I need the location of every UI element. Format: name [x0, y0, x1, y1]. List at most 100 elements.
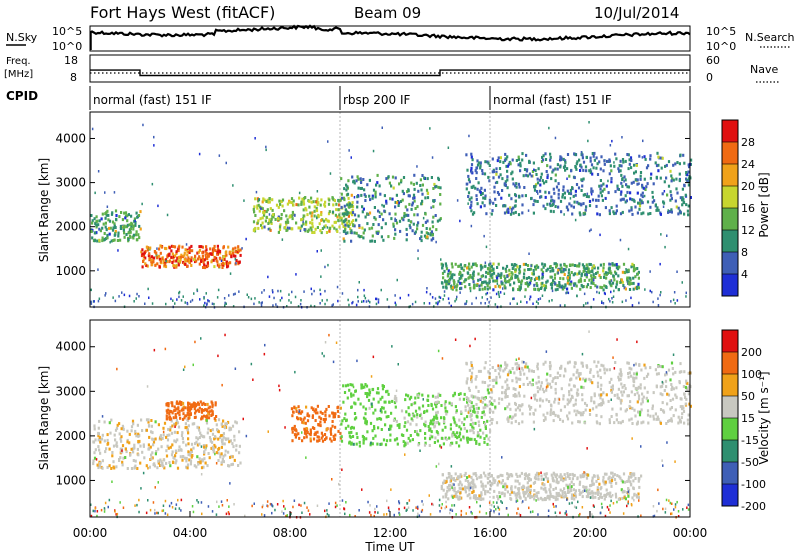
power-feature-4 — [440, 262, 640, 292]
power-feature-1 — [140, 244, 242, 270]
nsearch-tick-low: 10^0 — [706, 40, 736, 53]
power-y-label: Slant Range [km] — [37, 158, 51, 262]
cpid-segment-0: normal (fast) 151 IF — [93, 93, 212, 107]
xtick-6: 00:00 — [673, 526, 708, 540]
xtick-3: 12:00 — [373, 526, 408, 540]
nsky-tick-high: 10^5 — [52, 25, 82, 38]
velocity-data — [90, 320, 692, 519]
power-colorbar-swatch-3 — [722, 186, 738, 209]
xtick-0: 00:00 — [73, 526, 108, 540]
power-panel: 1000 2000 3000 4000 Slant Range [km] 4 8 12 16… — [37, 111, 771, 309]
velocity-ytick-2000: 2000 — [55, 429, 86, 443]
power-colorbar-swatch-6 — [722, 252, 738, 275]
velocity-colorbar-tick-2: 50 — [741, 390, 755, 403]
nsearch-label: N.Search — [745, 31, 795, 44]
power-colorbar-tick-3: 16 — [741, 202, 755, 215]
velocity-colorbar-swatch-3 — [722, 396, 738, 419]
time-x-axis: 00:00 04:00 08:00 12:00 16:00 20:00 00:00 — [73, 511, 708, 540]
cpid-strip: CPID normal (fast) 151 IF rbsp 200 IF norm… — [6, 86, 691, 110]
velocity-colorbar-tick-6: -100 — [741, 478, 766, 491]
velocity-feature-3 — [340, 383, 393, 448]
velocity-colorbar-swatch-2 — [722, 374, 738, 397]
velocity-colorbar-label: Velocity [m s⁻¹] — [757, 371, 771, 464]
time-x-label: Time UT — [364, 540, 415, 554]
power-colorbar-swatch-2 — [722, 164, 738, 187]
power-feature-0 — [90, 209, 142, 243]
xtick-2: 08:00 — [273, 526, 308, 540]
velocity-ytick-1000: 1000 — [55, 473, 86, 487]
velocity-y-label: Slant Range [km] — [37, 366, 51, 470]
velocity-feature-5 — [440, 471, 643, 502]
power-ytick-1000: 1000 — [55, 264, 86, 278]
power-colorbar-swatch-4 — [722, 208, 738, 231]
velocity-colorbar-tick-5: -50 — [741, 456, 759, 469]
xtick-5: 20:00 — [573, 526, 608, 540]
velocity-colorbar-swatch-7 — [722, 484, 738, 507]
nsky-label: N.Sky — [6, 31, 38, 44]
velocity-ytick-4000: 4000 — [55, 340, 86, 354]
station-title: Fort Hays West (fitACF) — [90, 3, 275, 22]
velocity-colorbar-swatch-5 — [722, 440, 738, 463]
power-feature-5 — [465, 151, 693, 217]
nsky-trace — [89, 24, 691, 50]
power-ytick-3000: 3000 — [55, 176, 86, 190]
power-colorbar: 4 8 12 16 20 24 28 — [721, 119, 755, 297]
velocity-colorbar-tick-1: 100 — [741, 368, 762, 381]
power-colorbar-tick-0: 4 — [741, 268, 748, 281]
velocity-feature-1 — [165, 400, 218, 421]
nsky-tick-low: 10^0 — [52, 40, 82, 53]
freq-trace — [90, 69, 690, 77]
nave-label: Nave — [750, 63, 778, 76]
nsky-line — [89, 24, 691, 42]
power-colorbar-tick-6: 28 — [741, 136, 755, 149]
power-colorbar-swatch-7 — [722, 274, 738, 297]
power-colorbar-swatch-1 — [722, 142, 738, 165]
velocity-colorbar-tick-7: -200 — [741, 500, 766, 513]
velocity-ytick-3000: 3000 — [55, 384, 86, 398]
power-colorbar-tick-1: 8 — [741, 246, 748, 259]
velocity-y-axis: 1000 2000 3000 4000 — [55, 340, 690, 487]
velocity-colorbar-tick-0: 200 — [741, 346, 762, 359]
beam-title: Beam 09 — [354, 4, 421, 22]
power-feature-2 — [252, 196, 355, 235]
power-colorbar-tick-4: 20 — [741, 180, 755, 193]
xtick-1: 04:00 — [173, 526, 208, 540]
power-ytick-4000: 4000 — [55, 131, 86, 145]
nave-tick-high: 60 — [706, 54, 720, 67]
cpid-segment-2: normal (fast) 151 IF — [493, 93, 612, 107]
power-noise — [90, 121, 687, 309]
nsearch-tick-high: 10^5 — [706, 25, 736, 38]
power-y-axis: 1000 2000 3000 4000 — [55, 131, 690, 278]
nsky-panel: N.Sky 10^5 10^0 10^5 10^0 N.Search — [6, 24, 795, 53]
freq-step-line — [90, 69, 690, 77]
freq-label: Freq. — [6, 56, 31, 67]
velocity-colorbar: 200 100 50 15 -15 -50 -100 -200 — [721, 329, 766, 513]
velocity-feature-6 — [465, 360, 692, 426]
freq-tick-high: 18 — [64, 54, 78, 67]
power-colorbar-label: Power [dB] — [757, 172, 771, 237]
velocity-feature-2 — [290, 404, 342, 443]
velocity-noise — [90, 330, 690, 519]
velocity-colorbar-swatch-4 — [722, 418, 738, 441]
velocity-feature-0 — [92, 418, 242, 470]
xtick-4: 16:00 — [473, 526, 508, 540]
velocity-colorbar-swatch-0 — [722, 330, 738, 353]
cpid-segment-1: rbsp 200 IF — [343, 93, 410, 107]
velocity-colorbar-swatch-1 — [722, 352, 738, 375]
velocity-feature-4 — [390, 391, 493, 448]
freq-tick-low: 8 — [70, 71, 77, 84]
power-ytick-2000: 2000 — [55, 220, 86, 234]
power-data — [90, 112, 693, 309]
cpid-label: CPID — [6, 89, 38, 103]
velocity-colorbar-tick-4: -15 — [741, 434, 759, 447]
date-title: 10/Jul/2014 — [594, 4, 679, 22]
power-colorbar-tick-5: 24 — [741, 158, 755, 171]
velocity-colorbar-swatch-6 — [722, 462, 738, 485]
freq-panel: Freq. [MHz] 18 8 60 0 Nave — [4, 54, 780, 84]
freq-unit: [MHz] — [4, 69, 33, 80]
power-colorbar-tick-2: 12 — [741, 224, 755, 237]
power-colorbar-swatch-0 — [722, 120, 738, 143]
nave-tick-low: 0 — [706, 71, 713, 84]
